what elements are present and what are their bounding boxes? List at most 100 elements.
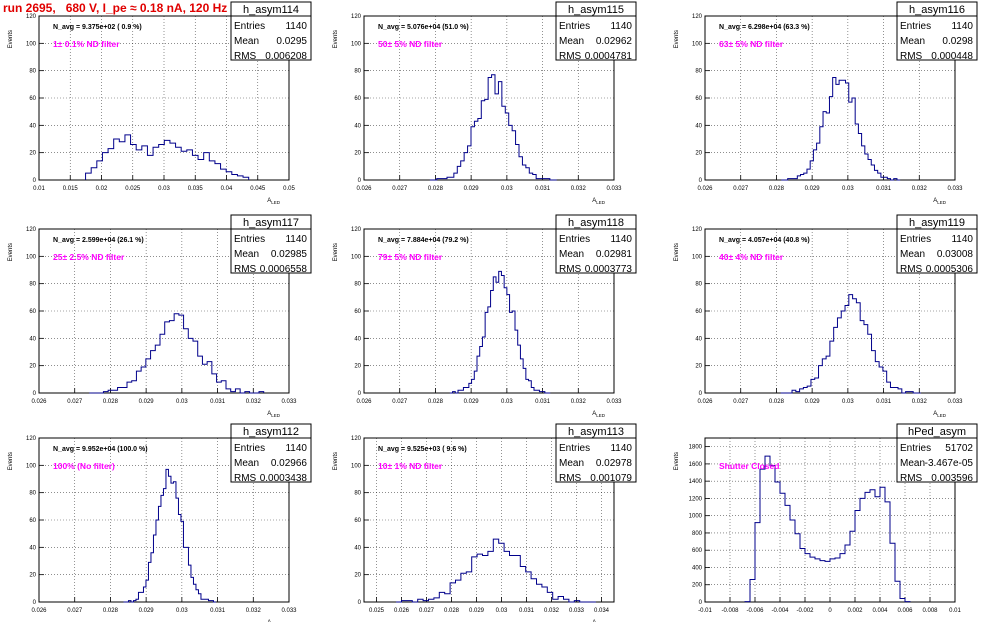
histogram-bin bbox=[872, 351, 876, 393]
navg-label: N_avg = 5.076e+04 (51.0 %) bbox=[378, 24, 469, 31]
histogram-bin bbox=[830, 559, 835, 602]
histogram-name: h_asym114 bbox=[243, 4, 299, 16]
histogram-name: h_asym115 bbox=[568, 4, 624, 16]
histogram-bin bbox=[496, 282, 499, 393]
y-tick-label: 200 bbox=[692, 583, 703, 589]
y-tick-label: 120 bbox=[351, 14, 362, 20]
histogram-bin bbox=[170, 143, 176, 180]
stats-value: 1140 bbox=[610, 234, 632, 245]
histogram-bin bbox=[202, 364, 207, 393]
navg-label: N_avg = 9.952e+04 (100.0 %) bbox=[53, 446, 148, 453]
filter-label: 25± 2.5% ND filter bbox=[53, 252, 125, 262]
histogram-bin bbox=[529, 173, 532, 180]
histogram-bin bbox=[445, 594, 450, 602]
histogram-bin bbox=[136, 150, 142, 180]
histogram-bin bbox=[516, 144, 519, 180]
x-tick-label: 0.032 bbox=[912, 399, 928, 405]
histogram-bin bbox=[790, 520, 795, 602]
histogram-bin bbox=[481, 101, 484, 180]
stats-value: 0.0004781 bbox=[585, 51, 633, 62]
histogram-panel: 0.026 0.027 0.028 0.029 0.03 0.031 0.032 0.033 0… bbox=[674, 214, 978, 418]
histogram-line bbox=[780, 294, 921, 394]
histogram-bin bbox=[493, 277, 496, 393]
stats-box: h_asym115 Entries 1140 Mean 0.02962 RMS 0.0004… bbox=[555, 1, 637, 62]
y-tick-label: 80 bbox=[695, 282, 702, 288]
histogram-bin bbox=[501, 275, 504, 393]
stats-value: 0.03008 bbox=[937, 249, 974, 260]
histogram-bin bbox=[502, 106, 505, 180]
stats-label: Entries bbox=[234, 443, 265, 454]
x-tick-label: -0.006 bbox=[746, 608, 764, 614]
x-tick-label: 0.05 bbox=[283, 186, 295, 192]
histogram-bin bbox=[826, 113, 829, 180]
y-tick-label: 20 bbox=[29, 573, 36, 579]
histogram-panel: 0.026 0.027 0.028 0.029 0.03 0.031 0.032 0.033 0… bbox=[8, 214, 312, 418]
histogram-bin bbox=[890, 543, 895, 602]
y-tick-label: 120 bbox=[692, 14, 703, 20]
histogram-bin bbox=[845, 545, 850, 602]
histogram-bin bbox=[114, 139, 120, 180]
histogram-bins bbox=[745, 456, 910, 602]
x-tick-label: 0.026 bbox=[356, 399, 372, 405]
x-tick-label: 0.032 bbox=[571, 186, 587, 192]
y-tick-label: 100 bbox=[351, 463, 362, 469]
stats-label: Entries bbox=[559, 443, 590, 454]
stats-label: RMS bbox=[234, 51, 257, 62]
y-tick-label: 100 bbox=[692, 41, 703, 47]
histogram-bin bbox=[805, 554, 810, 602]
x-tick-label: 0.029 bbox=[464, 186, 480, 192]
x-tick-label: 0.031 bbox=[210, 608, 226, 614]
stats-label: Mean bbox=[559, 249, 584, 260]
histogram-bin bbox=[842, 80, 845, 180]
stats-value: -3.467e-05 bbox=[925, 458, 974, 469]
histogram-bin bbox=[810, 557, 815, 602]
x-axis-title: ALED bbox=[267, 198, 281, 205]
histogram-bin bbox=[166, 469, 169, 602]
y-tick-label: 40 bbox=[695, 336, 702, 342]
stats-label: Entries bbox=[234, 234, 265, 245]
y-tick-label: 120 bbox=[26, 227, 37, 233]
histogram-bin bbox=[493, 539, 498, 602]
x-tick-label: 0.025 bbox=[125, 186, 141, 192]
y-tick-label: 1200 bbox=[689, 496, 703, 502]
y-tick-label: 20 bbox=[354, 151, 361, 157]
histogram-name: h_asym112 bbox=[243, 426, 299, 438]
histogram-bin bbox=[765, 456, 770, 602]
x-tick-label: 0.032 bbox=[571, 399, 587, 405]
histogram-bin bbox=[558, 597, 563, 602]
x-tick-label: 0.027 bbox=[733, 186, 749, 192]
histogram-bin bbox=[519, 157, 522, 180]
x-tick-label: 0.031 bbox=[535, 399, 551, 405]
histogram-bins bbox=[128, 469, 213, 602]
histogram-line bbox=[89, 313, 265, 394]
histogram-bin bbox=[454, 173, 457, 180]
x-tick-label: 0.035 bbox=[188, 186, 204, 192]
y-axis-title: Events bbox=[8, 30, 14, 48]
x-tick-label: 0.028 bbox=[444, 608, 460, 614]
stats-value: 0.0295 bbox=[276, 36, 307, 47]
stats-label: RMS bbox=[900, 473, 923, 484]
histogram-panel: -0.01 -0.008 -0.006 -0.004 -0.002 0 0.002 0.004… bbox=[674, 423, 978, 614]
y-tick-label: 40 bbox=[354, 545, 361, 551]
histogram-bin bbox=[890, 388, 894, 393]
x-tick-label: -0.01 bbox=[698, 608, 712, 614]
stats-value: 0.0005306 bbox=[926, 264, 974, 275]
histogram-bin bbox=[160, 334, 165, 393]
y-axis-title: Events bbox=[8, 452, 14, 470]
histogram-bin bbox=[108, 149, 114, 180]
histogram-bin bbox=[750, 580, 755, 602]
histogram-bins bbox=[437, 75, 550, 180]
histogram-bin bbox=[795, 534, 800, 602]
stats-box-frame bbox=[896, 214, 978, 274]
stats-box-frame bbox=[555, 423, 637, 483]
x-tick-label: 0.033 bbox=[947, 186, 963, 192]
histogram-bin bbox=[136, 371, 141, 393]
x-tick-label: 0.01 bbox=[949, 608, 961, 614]
y-tick-label: 120 bbox=[692, 227, 703, 233]
histogram-bin bbox=[870, 490, 875, 602]
histogram-bin bbox=[237, 176, 243, 180]
x-tick-label: 0.029 bbox=[469, 608, 485, 614]
histogram-panel: 0.01 0.015 0.02 0.025 0.03 0.035 0.04 0.045 0.05… bbox=[8, 1, 312, 205]
stats-label: Entries bbox=[234, 21, 265, 32]
histogram-bins bbox=[792, 295, 913, 393]
